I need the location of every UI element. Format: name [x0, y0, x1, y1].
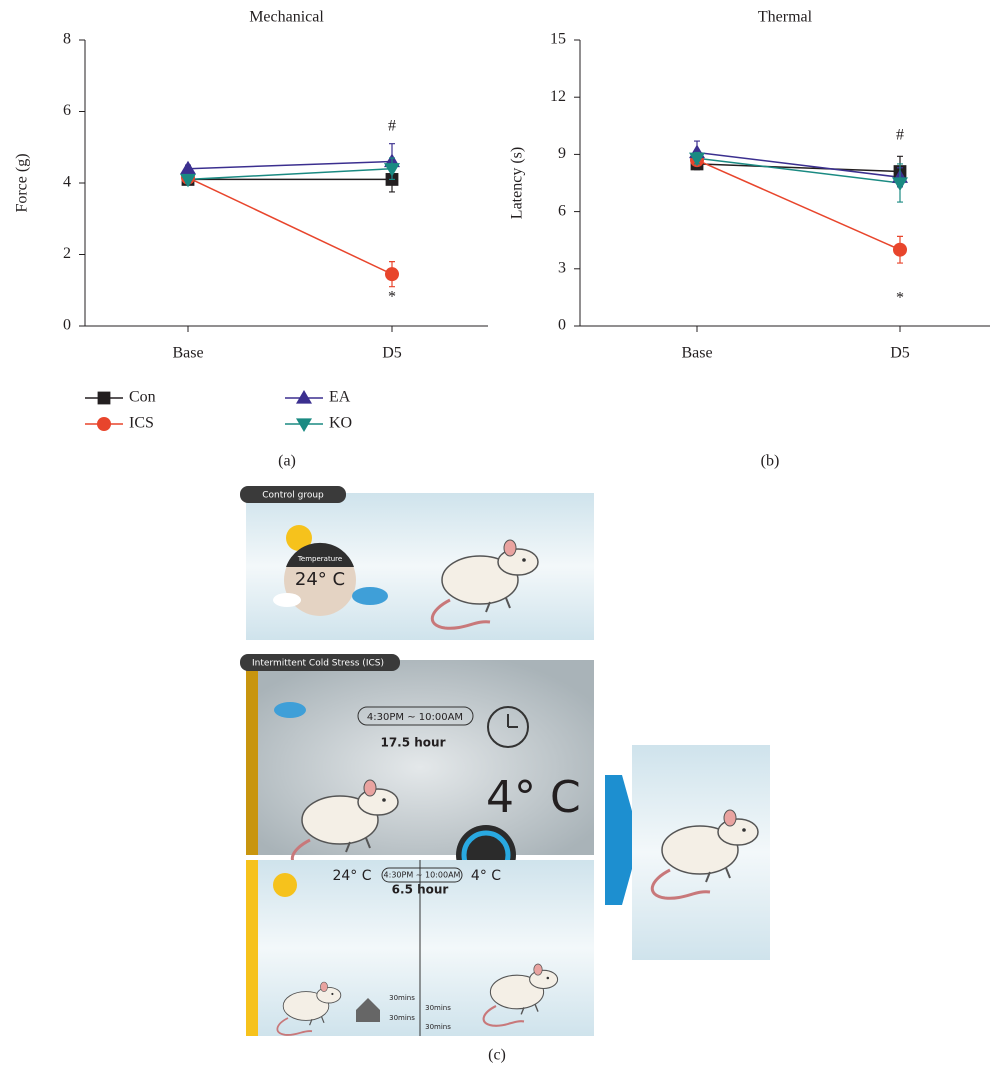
annotation: # [896, 127, 904, 144]
warm-temp: 24° C [332, 868, 371, 884]
temp-label: Temperature [297, 555, 342, 563]
y-axis-label: Latency (s) [509, 147, 526, 219]
ics-panel [246, 660, 594, 855]
legend-marker [98, 392, 111, 405]
tab-label: Control group [262, 491, 324, 501]
legend-label: ICS [129, 415, 154, 432]
legend-label: KO [329, 415, 352, 432]
marker [892, 177, 908, 191]
x-tick-label: D5 [382, 345, 402, 362]
series-line [188, 169, 392, 180]
chart-title: Mechanical [249, 9, 324, 26]
cloud [352, 587, 388, 605]
series-line [188, 178, 392, 275]
x-tick-label: Base [681, 345, 712, 362]
interval: 30mins [389, 1014, 415, 1022]
y-tick-label: 6 [558, 202, 566, 219]
time-range: 4:30PM ~ 10:00AM [384, 871, 461, 880]
annotation: * [388, 289, 396, 306]
x-tick-label: D5 [890, 345, 910, 362]
y-tick-label: 2 [63, 245, 71, 262]
panel-label: (c) [488, 1047, 506, 1064]
legend-label: Con [129, 389, 156, 406]
duration: 17.5 hour [380, 736, 445, 750]
interval: 30mins [425, 1023, 451, 1031]
y-tick-label: 9 [558, 145, 566, 162]
time-range: 4:30PM ~ 10:00AM [367, 712, 463, 723]
y-tick-label: 8 [63, 31, 71, 48]
panel-label: (a) [278, 453, 296, 470]
y-tick-label: 15 [550, 31, 566, 48]
annotation: * [896, 290, 904, 307]
y-axis-label: Force (g) [14, 153, 31, 212]
charts: Mechanical Force (g) 0 2 4 6 8 Base D5 # * Thermal L… [14, 9, 990, 432]
y-tick-label: 0 [558, 317, 566, 334]
marker [385, 267, 399, 281]
legend-marker [296, 418, 312, 432]
x-tick-label: Base [172, 345, 203, 362]
figure: Mechanical Force (g) 0 2 4 6 8 Base D5 # * Thermal L… [0, 0, 993, 1074]
interval: 30mins [389, 994, 415, 1002]
marker [893, 243, 907, 257]
chart-title: Thermal [758, 9, 813, 26]
interval: 30mins [425, 1004, 451, 1012]
annotation: # [388, 118, 396, 135]
series-line [188, 162, 392, 169]
cloud [274, 702, 306, 718]
illustration: Control group Temperature 24° C Intermit… [240, 486, 770, 1036]
y-tick-label: 3 [558, 259, 566, 276]
cold-temp: 4° C [471, 868, 501, 884]
temperature: 24° C [295, 569, 345, 590]
panel-label: (b) [761, 453, 780, 470]
legend-label: EA [329, 389, 351, 406]
cloud [273, 593, 301, 607]
y-tick-label: 0 [63, 317, 71, 334]
temperature: 4° C [486, 772, 581, 823]
y-tick-label: 4 [63, 174, 71, 191]
y-tick-label: 6 [63, 102, 71, 119]
legend-marker [97, 417, 111, 431]
y-tick-label: 12 [550, 88, 566, 105]
sun [273, 873, 297, 897]
legend-marker [296, 390, 312, 404]
tab-label: Intermittent Cold Stress (ICS) [252, 659, 384, 669]
marker [180, 161, 196, 175]
